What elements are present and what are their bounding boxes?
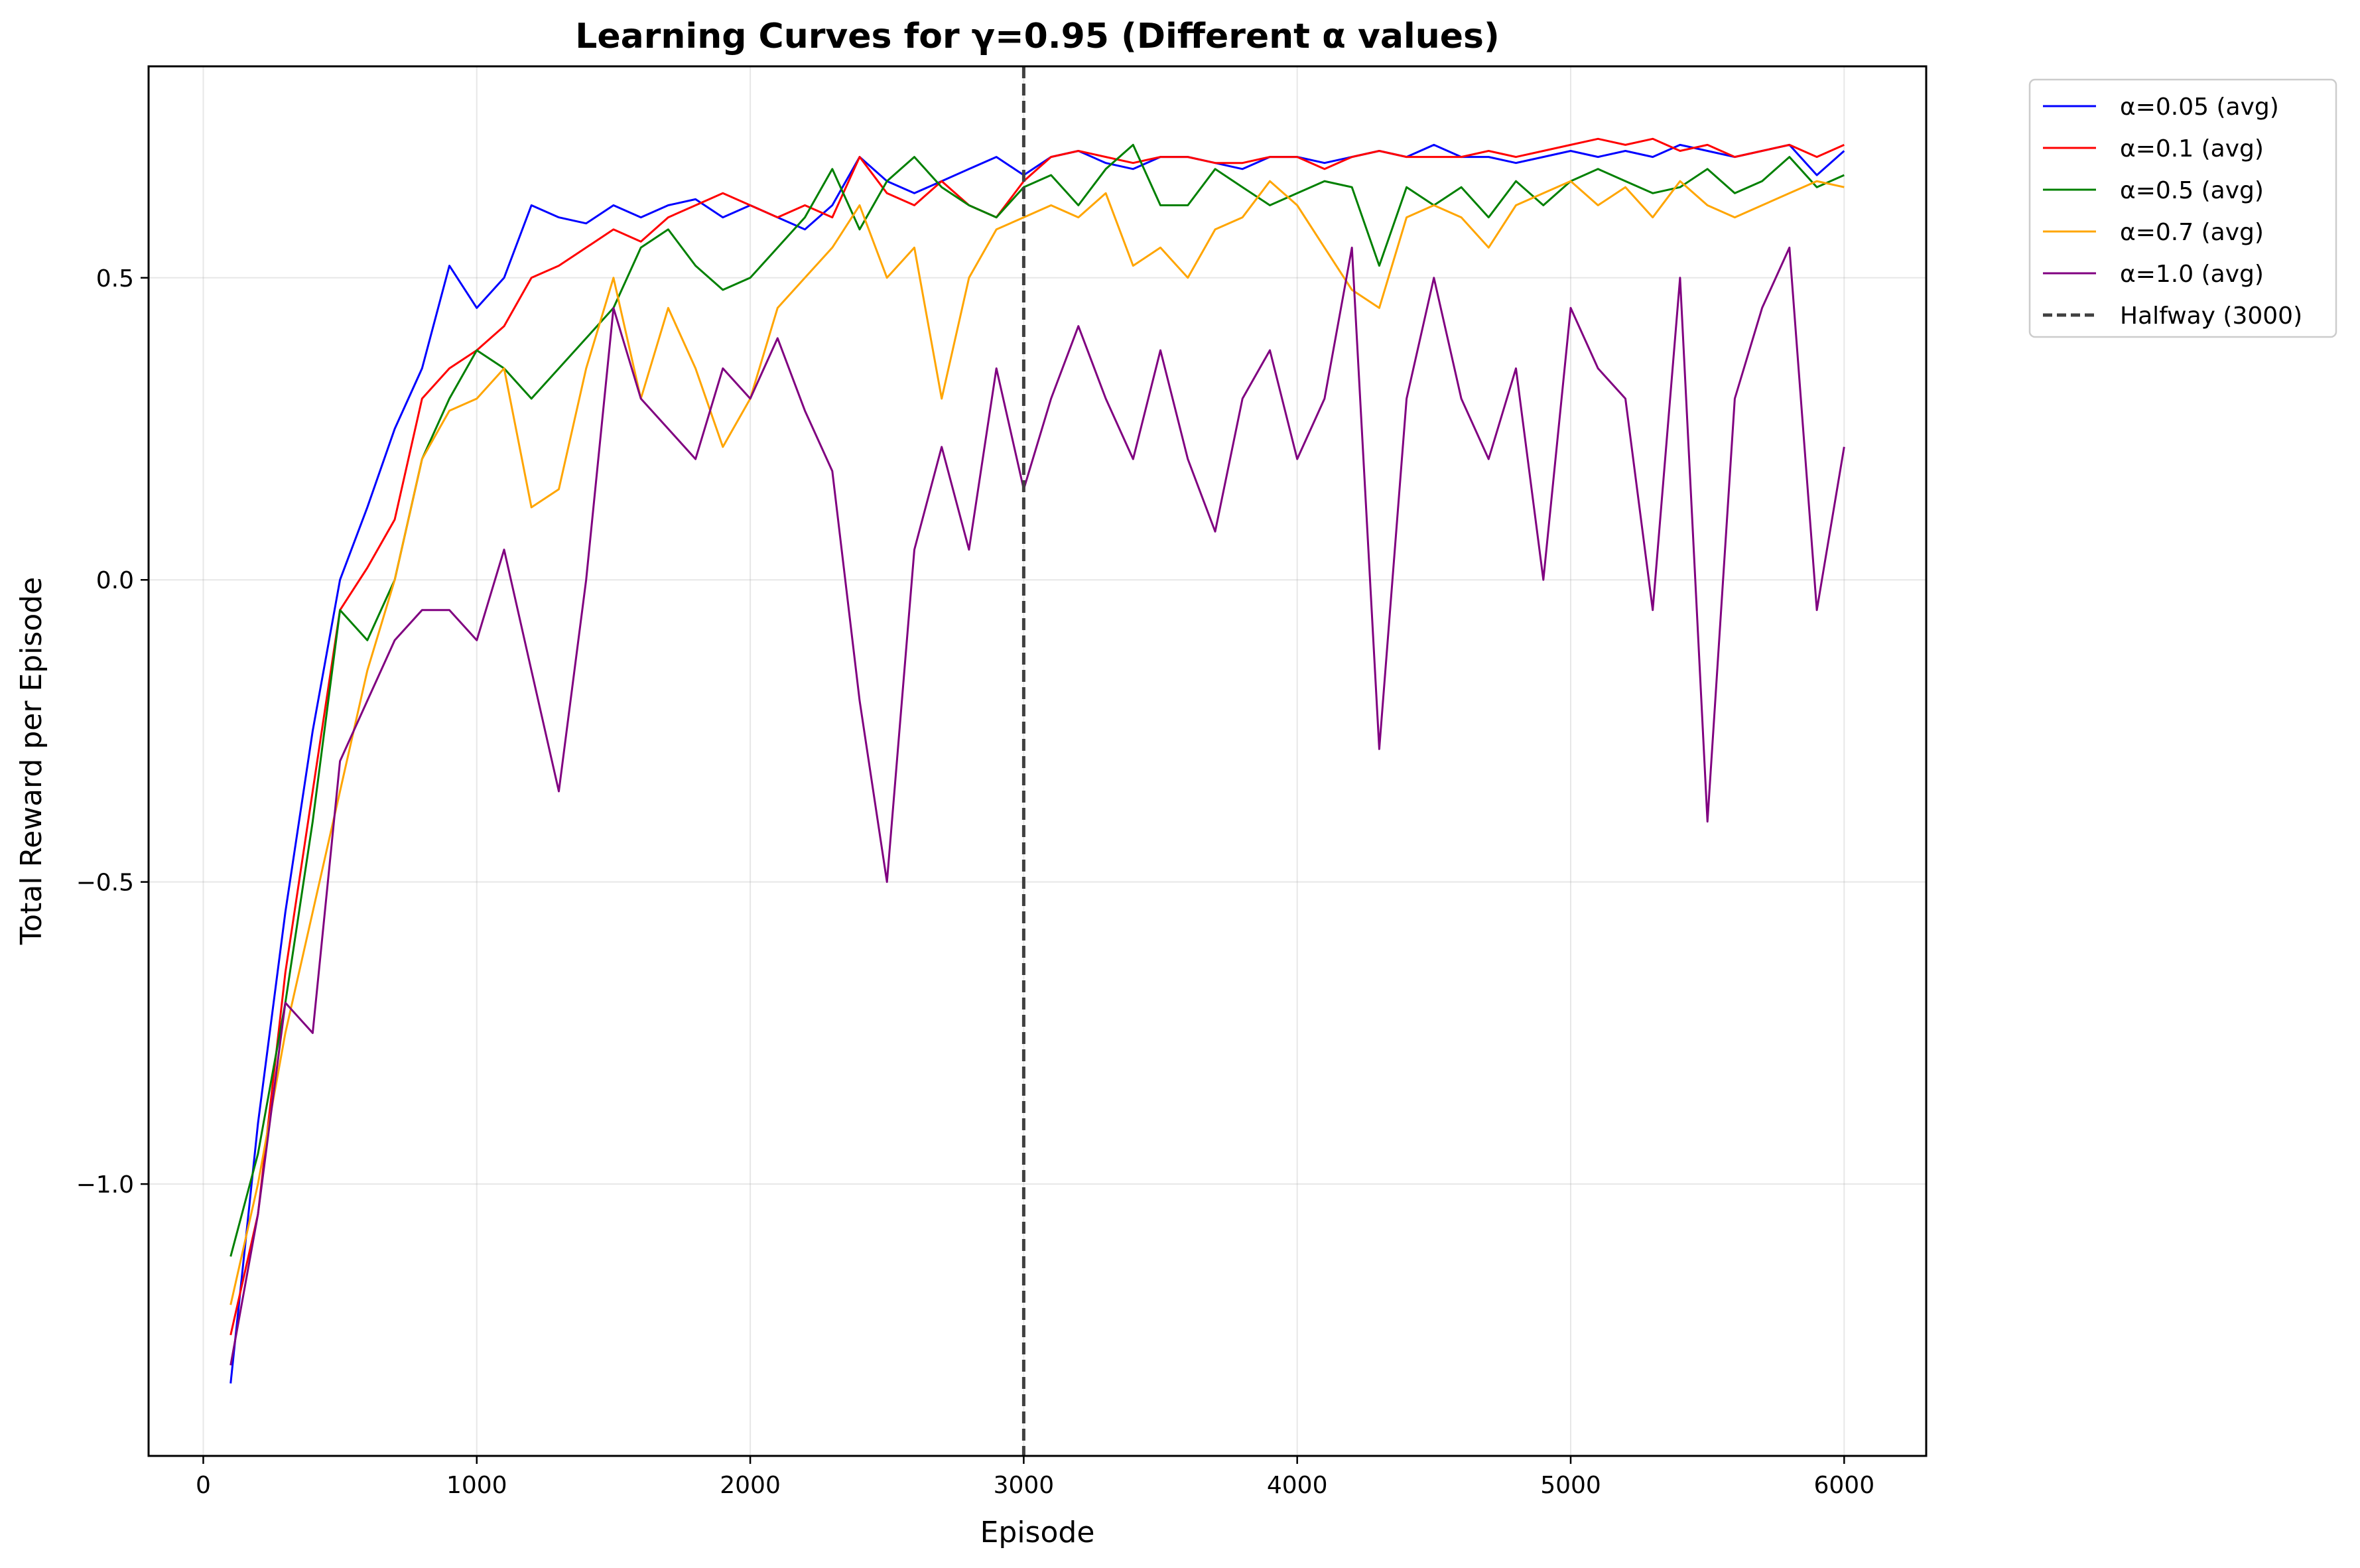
legend-label: α=0.1 (avg) bbox=[2120, 135, 2264, 163]
y-tick-label: −1.0 bbox=[76, 1171, 134, 1199]
series-line-1 bbox=[229, 137, 1845, 1336]
x-tick-label: 0 bbox=[196, 1472, 211, 1499]
legend-label: α=1.0 (avg) bbox=[2120, 261, 2264, 288]
series-layer bbox=[229, 137, 1845, 1384]
legend-label: α=0.7 (avg) bbox=[2120, 219, 2264, 246]
x-tick-label: 6000 bbox=[1813, 1472, 1874, 1499]
series-line-4 bbox=[229, 246, 1845, 1366]
legend: α=0.05 (avg) α=0.1 (avg) α=0.5 (avg) α=0.7 … bbox=[2028, 78, 2337, 338]
y-tick-label: 0.5 bbox=[96, 265, 134, 293]
series-line-0 bbox=[229, 143, 1845, 1384]
x-tick-label: 1000 bbox=[446, 1472, 507, 1499]
legend-box bbox=[2028, 78, 2337, 338]
legend-label: Halfway (3000) bbox=[2120, 302, 2302, 330]
series-line-2 bbox=[229, 143, 1845, 1257]
chart-title: Learning Curves for γ=0.95 (Different α … bbox=[575, 17, 1500, 56]
y-tick-label: 0.0 bbox=[96, 567, 134, 594]
tick-layer: 0 1000 2000 3000 4000 5000 6000 −1.0 −0.5 0.0 0.5 bbox=[76, 265, 1875, 1499]
x-tick-label: 3000 bbox=[994, 1472, 1055, 1499]
y-axis-label: Total Reward per Episode bbox=[15, 577, 48, 945]
x-tick-label: 2000 bbox=[720, 1472, 781, 1499]
series-line-3 bbox=[229, 180, 1845, 1305]
y-tick-label: −0.5 bbox=[76, 870, 134, 897]
x-tick-label: 4000 bbox=[1267, 1472, 1328, 1499]
legend-label: α=0.5 (avg) bbox=[2120, 177, 2264, 204]
plot-frame bbox=[147, 65, 1928, 1457]
x-tick-label: 5000 bbox=[1540, 1472, 1601, 1499]
grid-lines bbox=[149, 66, 1926, 1456]
legend-label: α=0.05 (avg) bbox=[2120, 94, 2279, 121]
x-axis-label: Episode bbox=[980, 1516, 1095, 1549]
